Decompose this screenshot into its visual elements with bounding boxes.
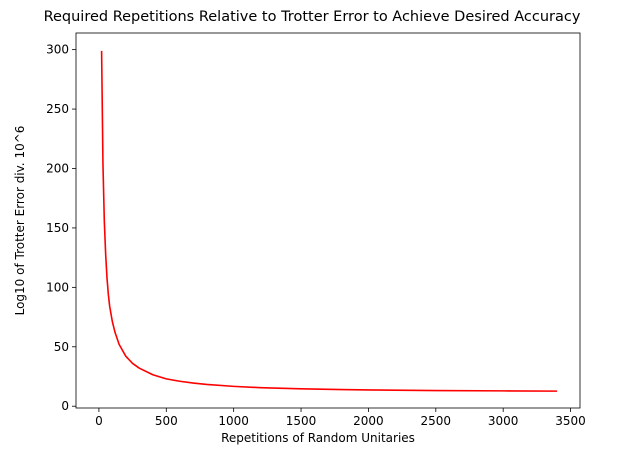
y-axis: 0 50 100 150 200 250 300 bbox=[46, 43, 76, 413]
y-tick-label: 300 bbox=[46, 43, 69, 57]
plot-frame bbox=[75, 32, 581, 409]
x-tick-label: 2000 bbox=[353, 414, 384, 428]
x-axis: 0 500 1000 1500 2000 2500 3000 3500 bbox=[95, 408, 586, 428]
y-tick-label: 150 bbox=[46, 221, 69, 235]
x-tick-label: 0 bbox=[95, 414, 103, 428]
chart-title: Required Repetitions Relative to Trotter… bbox=[44, 9, 581, 25]
x-tick-label: 500 bbox=[155, 414, 178, 428]
x-tick-label: 2500 bbox=[421, 414, 452, 428]
x-tick-label: 3000 bbox=[488, 414, 519, 428]
x-tick-label: 1000 bbox=[218, 414, 249, 428]
y-tick-label: 0 bbox=[61, 399, 69, 413]
y-tick-label: 250 bbox=[46, 102, 69, 116]
plot-area bbox=[100, 50, 558, 392]
x-tick-label: 3500 bbox=[555, 414, 586, 428]
x-axis-label: Repetitions of Random Unitaries bbox=[221, 431, 415, 445]
y-tick-label: 100 bbox=[46, 280, 69, 294]
y-tick-label: 200 bbox=[46, 161, 69, 175]
x-tick-label: 1500 bbox=[286, 414, 317, 428]
y-tick-label: 50 bbox=[54, 340, 69, 354]
series-line-0 bbox=[100, 50, 558, 392]
y-axis-label: Log10 of Trotter Error div. 10^6 bbox=[13, 126, 27, 316]
